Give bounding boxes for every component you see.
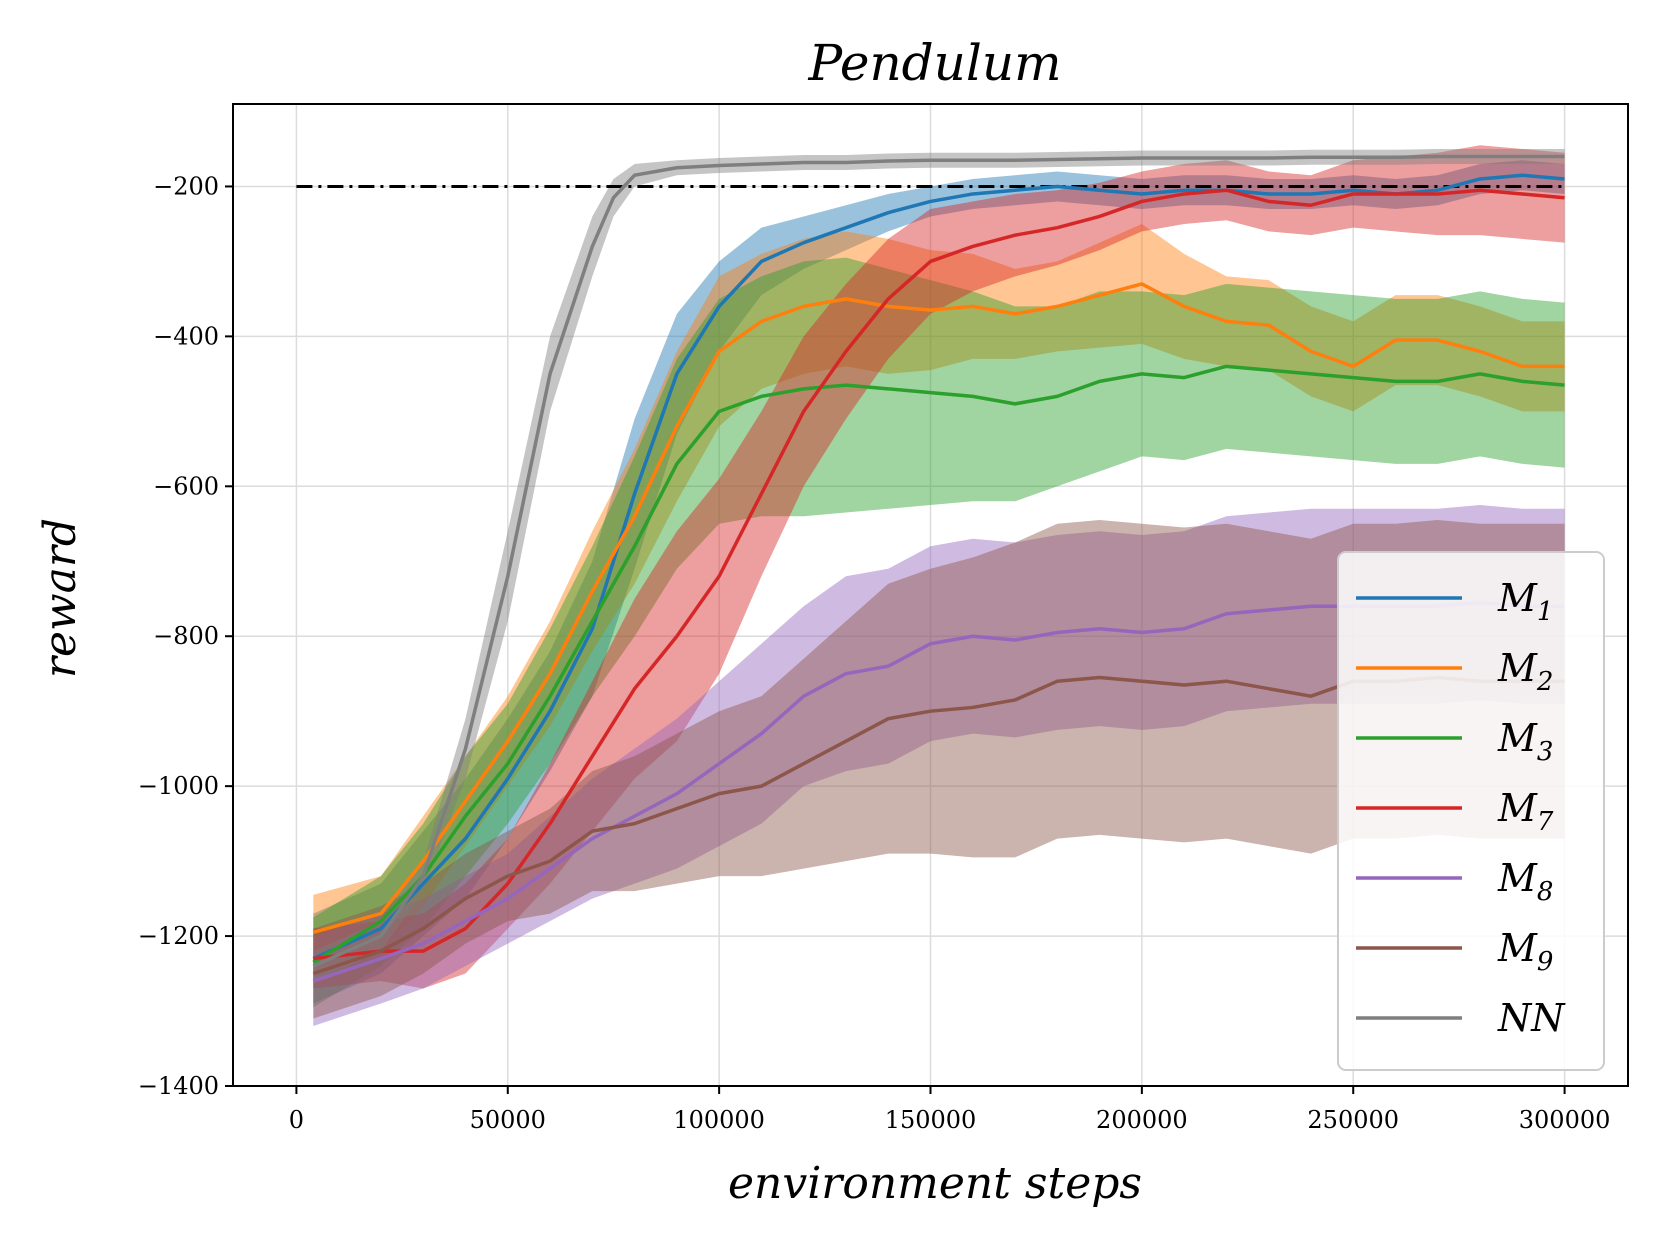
legend-label-m8: M8	[1497, 856, 1553, 907]
band-m8	[313, 505, 1565, 1027]
line-m1	[312, 173, 1565, 961]
y-tick-label-6: −200	[153, 172, 219, 200]
legend-label-m3: M3	[1497, 716, 1553, 767]
y-tick-label-3: −800	[153, 622, 219, 650]
y-tick-label-2: −1000	[138, 772, 219, 800]
y-tick-label-5: −400	[153, 322, 219, 350]
band-m2	[313, 223, 1565, 970]
y-tick-label-4: −600	[153, 472, 219, 500]
line-m7	[313, 188, 1565, 961]
band-m3	[313, 257, 1565, 1008]
x-tick-label-4: 200000	[1096, 1106, 1188, 1134]
axes: 0 50000 100000 150000 200000 250000 300000 −140…	[138, 103, 1629, 1134]
x-tick-label-3: 150000	[885, 1106, 977, 1134]
x-tick-label-5: 250000	[1307, 1106, 1399, 1134]
x-tick-label-1: 50000	[470, 1106, 546, 1134]
legend-label-nn: NN	[1497, 996, 1566, 1040]
line-m2	[312, 282, 1565, 935]
band-m9	[313, 520, 1565, 1019]
y-axis-label: reward	[35, 518, 86, 678]
legend-label-m7: M7	[1497, 786, 1554, 837]
legend-label-m2: M2	[1497, 646, 1553, 697]
line-nn	[312, 154, 1565, 968]
x-axis-label: environment steps	[728, 1158, 1142, 1209]
legend-box	[1337, 551, 1605, 1071]
x-tick-label-6: 300000	[1519, 1106, 1611, 1134]
legend-label-m9: M9	[1497, 926, 1553, 977]
chart-title: Pendulum	[807, 34, 1061, 92]
x-tick-label-0: 0	[289, 1106, 304, 1134]
y-tick-label-1: −1200	[138, 922, 219, 950]
y-tick-label-0: −1400	[138, 1072, 219, 1100]
x-tick-label-2: 100000	[673, 1106, 765, 1134]
line-m3	[312, 364, 1565, 964]
band-m7	[313, 145, 1565, 989]
legend: M1 M2 M3 M7 M8 M9 NN	[1337, 551, 1605, 1071]
legend-label-m1: M1	[1497, 576, 1553, 627]
